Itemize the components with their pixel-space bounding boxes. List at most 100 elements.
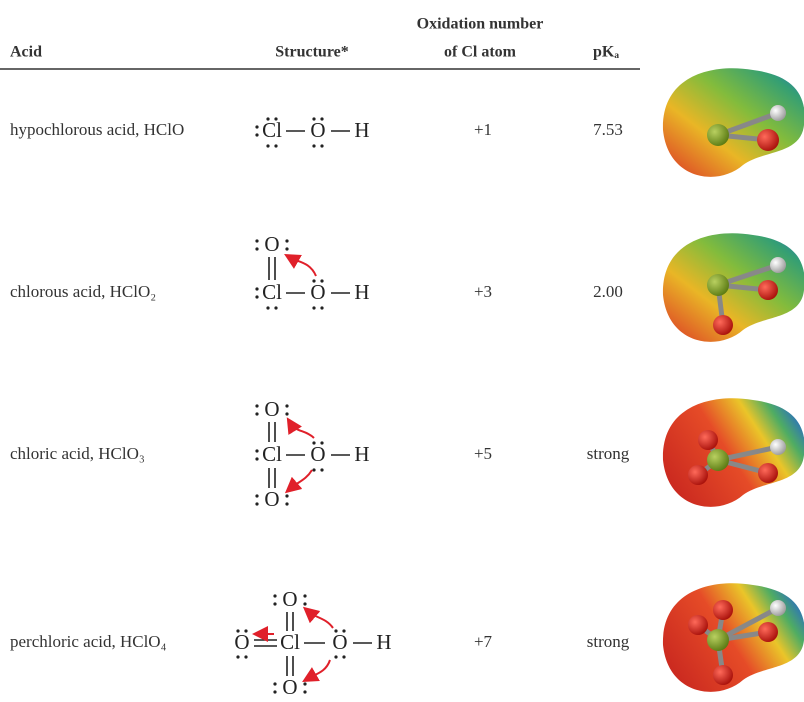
lone-pair-dot: [255, 239, 258, 242]
pka-value: 7.53: [593, 120, 623, 139]
acid-name: perchloric acid, HClO₄: [10, 632, 167, 651]
atom-ball: [758, 622, 778, 642]
atom-ball: [757, 129, 779, 151]
atom-ball: [698, 430, 718, 450]
atom-symbol: O: [264, 397, 279, 421]
oxidation-number: +5: [474, 444, 492, 463]
atom-ball: [707, 124, 729, 146]
acid-name: chloric acid, HClO₃: [10, 444, 145, 463]
atom-symbol: O: [332, 630, 347, 654]
potential-map: [663, 68, 804, 177]
atom-symbol: H: [354, 442, 369, 466]
atom-symbol: O: [310, 280, 325, 304]
atom-ball: [707, 274, 729, 296]
lone-pair-dot: [236, 655, 239, 658]
lone-pair-dot: [255, 457, 258, 460]
atom-ball: [688, 615, 708, 635]
atom-symbol: Cl: [262, 280, 282, 304]
atom-ball: [758, 280, 778, 300]
lone-pair-dot: [244, 655, 247, 658]
lone-pair-dot: [312, 144, 315, 147]
electron-arrow: [309, 660, 330, 678]
atom-symbol: O: [264, 232, 279, 256]
atom-ball: [707, 449, 729, 471]
oxidation-number: +7: [474, 632, 493, 651]
lone-pair-dot: [303, 594, 306, 597]
lone-pair-dot: [266, 306, 269, 309]
lone-pair-dot: [303, 602, 306, 605]
atom-symbol: H: [354, 118, 369, 142]
electron-arrow: [291, 424, 314, 438]
pka-value: strong: [587, 444, 630, 463]
lone-pair-dot: [285, 239, 288, 242]
lone-pair-dot: [255, 404, 258, 407]
atom-ball: [713, 600, 733, 620]
atom-symbol: O: [282, 675, 297, 699]
electron-arrow: [309, 612, 333, 628]
acid-name: hypochlorous acid, HClO: [10, 120, 184, 139]
atom-symbol: Cl: [262, 118, 282, 142]
atom-symbol: H: [354, 280, 369, 304]
lone-pair-dot: [255, 247, 258, 250]
lone-pair-dot: [285, 412, 288, 415]
lone-pair-dot: [303, 682, 306, 685]
lone-pair-dot: [273, 594, 276, 597]
lone-pair-dot: [285, 502, 288, 505]
atom-ball: [707, 629, 729, 651]
lone-pair-dot: [303, 690, 306, 693]
lone-pair-dot: [342, 655, 345, 658]
atom-symbol: O: [282, 587, 297, 611]
electron-arrow: [291, 470, 312, 488]
atom-symbol: O: [264, 487, 279, 511]
atom-symbol: O: [310, 442, 325, 466]
lone-pair-dot: [255, 133, 258, 136]
atom-symbol: H: [376, 630, 391, 654]
page: Oxidation number Acid Structure* of Cl a…: [0, 0, 804, 702]
lone-pair-dot: [255, 412, 258, 415]
lone-pair-dot: [274, 144, 277, 147]
atom-ball: [688, 465, 708, 485]
atom-ball: [758, 463, 778, 483]
acid-name: chlorous acid, HClO₂: [10, 282, 156, 301]
lone-pair-dot: [266, 144, 269, 147]
oxidation-number: +1: [474, 120, 492, 139]
atom-symbol: O: [310, 118, 325, 142]
atom-ball: [770, 257, 786, 273]
header-structure: Structure*: [275, 44, 348, 61]
lone-pair-dot: [285, 494, 288, 497]
lone-pair-dot: [255, 287, 258, 290]
atom-ball: [770, 439, 786, 455]
lone-pair-dot: [320, 468, 323, 471]
pka-value: strong: [587, 632, 630, 651]
electron-arrow: [291, 258, 316, 276]
lone-pair-dot: [255, 449, 258, 452]
lone-pair-dot: [273, 602, 276, 605]
header-oxidation: Oxidation number: [417, 16, 544, 33]
lone-pair-dot: [320, 306, 323, 309]
lone-pair-dot: [312, 306, 315, 309]
lone-pair-dot: [273, 682, 276, 685]
lone-pair-dot: [312, 468, 315, 471]
lone-pair-dot: [320, 144, 323, 147]
atom-ball: [770, 105, 786, 121]
atom-ball: [713, 665, 733, 685]
lone-pair-dot: [334, 655, 337, 658]
lone-pair-dot: [285, 247, 288, 250]
lone-pair-dot: [255, 125, 258, 128]
atom-symbol: Cl: [280, 630, 300, 654]
pka-value: 2.00: [593, 282, 623, 301]
lone-pair-dot: [255, 494, 258, 497]
lone-pair-dot: [255, 295, 258, 298]
header-oxidation: of Cl atom: [444, 44, 517, 61]
atom-symbol: Cl: [262, 442, 282, 466]
header-acid: Acid: [10, 44, 42, 61]
oxidation-number: +3: [474, 282, 492, 301]
lone-pair-dot: [273, 690, 276, 693]
lone-pair-dot: [255, 502, 258, 505]
lone-pair-dot: [285, 404, 288, 407]
atom-ball: [770, 600, 786, 616]
atom-ball: [713, 315, 733, 335]
lone-pair-dot: [274, 306, 277, 309]
atom-symbol: O: [234, 630, 249, 654]
header-pka: pKₐ: [593, 44, 619, 61]
